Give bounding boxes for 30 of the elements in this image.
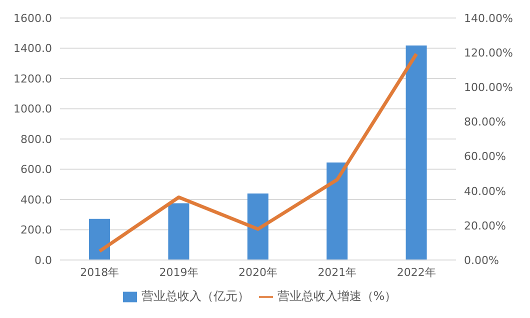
y-tick-label: 800.0 — [20, 132, 52, 146]
y2-tick-label: 120.00% — [464, 46, 513, 60]
y2-tick-label: 0.00% — [464, 254, 499, 267]
bar — [168, 203, 190, 260]
y-tick-label: 400.0 — [20, 193, 52, 206]
y-tick-label: 1600.0 — [14, 12, 52, 25]
y2-tick-label: 140.00% — [464, 12, 513, 25]
bar — [326, 162, 348, 260]
bar — [406, 46, 427, 260]
legend-label: 营业总收入增速（%） — [277, 289, 397, 303]
x-tick-label: 2018年 — [80, 266, 120, 279]
x-tick-label: 2021年 — [318, 266, 357, 279]
y-tick-label: 0.0 — [34, 254, 52, 267]
y-tick-label: 1200.0 — [14, 72, 52, 86]
line-series — [98, 52, 418, 253]
y-tick-label: 1400.0 — [14, 42, 52, 56]
x-tick-label: 2022年 — [396, 266, 436, 279]
y2-tick-label: 20.00% — [464, 219, 506, 232]
y2-tick-label: 100.00% — [464, 81, 513, 94]
y-tick-label: 1000.0 — [14, 102, 52, 116]
y-tick-label: 600.0 — [20, 163, 52, 176]
x-tick-label: 2020年 — [238, 266, 278, 279]
y2-tick-label: 40.00% — [464, 184, 506, 198]
y-tick-label: 200.0 — [20, 224, 52, 237]
x-tick-label: 2019年 — [159, 266, 198, 279]
y2-tick-label: 80.00% — [464, 116, 506, 129]
bar — [89, 218, 110, 260]
bar — [247, 193, 268, 260]
legend-label: 营业总收入（亿元） — [141, 289, 250, 303]
y2-tick-label: 60.00% — [464, 150, 506, 164]
